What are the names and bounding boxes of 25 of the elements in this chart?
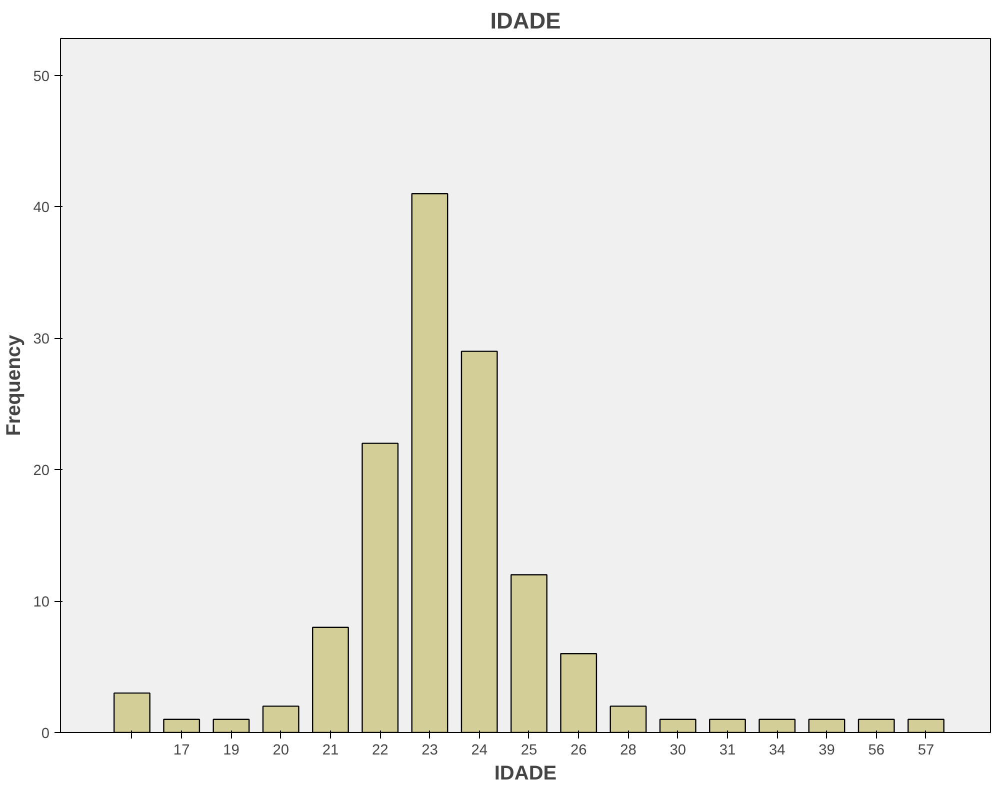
x-tick-label: 34 [768, 742, 786, 758]
chart-title: IDADE [490, 8, 561, 34]
x-tick-label: 26 [570, 742, 587, 758]
y-tick-label: 30 [33, 332, 50, 348]
x-tick-label: 21 [322, 742, 339, 758]
x-tick-label: 57 [918, 742, 934, 758]
y-tick-label: 20 [33, 463, 50, 480]
x-tick-label: 19 [223, 742, 240, 758]
x-tick-label: 23 [422, 742, 438, 758]
x-tick-label: 30 [670, 742, 686, 758]
x-tick-label: 39 [818, 742, 835, 758]
x-tick-label: 31 [719, 742, 736, 758]
y-tick-label: 40 [33, 200, 50, 216]
y-tick-label: 10 [33, 594, 50, 611]
x-axis-title: IDADE [494, 762, 557, 784]
x-tick-label: 22 [372, 742, 388, 758]
y-tick-label: 0 [41, 726, 50, 742]
x-tick-label: 25 [520, 742, 538, 758]
x-tick-label: 56 [868, 742, 885, 758]
x-tick-label: 24 [471, 742, 488, 758]
x-tick-label: 17 [173, 742, 190, 758]
x-tick-label: 28 [620, 742, 636, 758]
x-tick-label: 20 [272, 742, 290, 758]
y-axis-title: Frequency [3, 334, 26, 436]
y-tick-label: 50 [33, 68, 50, 85]
